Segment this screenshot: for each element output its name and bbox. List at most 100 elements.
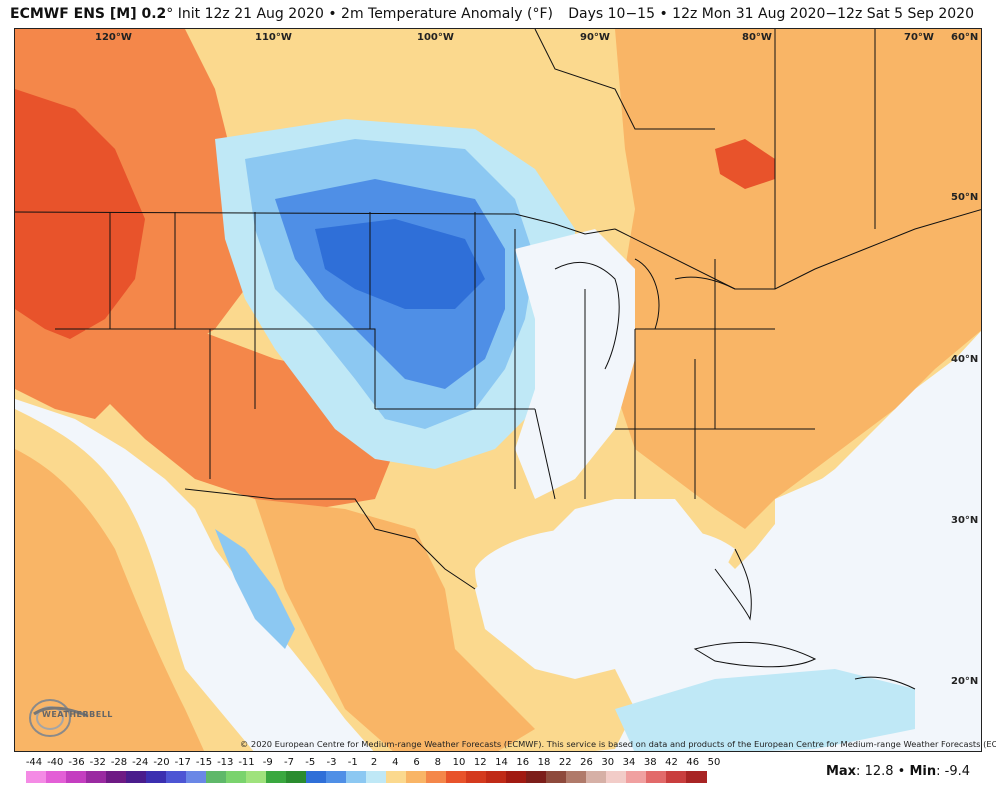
lon-label-100w: 100°W <box>417 32 454 43</box>
legend-tick-label: 16 <box>516 757 530 768</box>
legend-tick-label: -32 <box>89 757 106 768</box>
lon-label-120w: 120°W <box>95 32 132 43</box>
lon-label-90w: 90°W <box>580 32 610 43</box>
legend-swatch <box>386 771 407 783</box>
legend-swatch <box>286 771 307 783</box>
anomaly-map: 120°W 110°W 100°W 90°W 80°W 70°W 60°N 50… <box>14 28 982 752</box>
legend-swatch <box>46 771 67 783</box>
lon-label-110w: 110°W <box>255 32 292 43</box>
legend-swatch <box>246 771 267 783</box>
florida <box>714 548 752 621</box>
legend-swatch <box>326 771 347 783</box>
legend-swatch <box>606 771 627 783</box>
legend-swatch <box>526 771 547 783</box>
baja-coast-cool <box>215 529 295 649</box>
legend-tick-label: -13 <box>217 757 234 768</box>
lat-label-40n: 40°N <box>951 354 979 365</box>
lat-label-60n: 60°N <box>951 32 979 43</box>
mexico-warm <box>255 499 535 751</box>
legend-tick-label: 42 <box>665 757 678 768</box>
legend-tick-label: -15 <box>195 757 213 768</box>
legend-tick-label: -5 <box>305 757 316 768</box>
legend-tick-label: 18 <box>537 757 551 768</box>
legend-swatch <box>266 771 287 783</box>
us-canada-border-east <box>614 209 981 290</box>
min-label: Min <box>909 764 937 779</box>
init-and-field: Init 12z 21 Aug 2020 • 2m Temperature An… <box>173 6 553 22</box>
us-mexico-border <box>184 488 476 590</box>
color-legend: -44 -40 -36 -32 -28 -24 -20 -17 -15 -13 -11 -9 -7 -5-… <box>26 757 720 787</box>
legend-swatch <box>546 771 567 783</box>
legend-swatch <box>186 771 207 783</box>
legend-swatch <box>366 771 387 783</box>
quebec-hot-spot <box>715 139 775 189</box>
valid-period: Days 10−15 • 12z Mon 31 Aug 2020−12z Sat… <box>568 6 974 22</box>
us-canada-border <box>15 211 616 235</box>
legend-swatch <box>166 771 187 783</box>
midwest-neutral <box>515 229 635 499</box>
legend-swatch <box>466 771 487 783</box>
logo-wordmark: WEATHERBELL <box>42 710 113 719</box>
legend-swatch <box>106 771 127 783</box>
legend-swatch <box>66 771 87 783</box>
legend-swatch <box>126 771 147 783</box>
lon-label-70w: 70°W <box>904 32 934 43</box>
cuba <box>693 641 817 668</box>
legend-swatch <box>646 771 667 783</box>
legend-tick-label: 12 <box>473 757 487 768</box>
legend-tick-label: 46 <box>686 757 700 768</box>
min-value: -9.4 <box>944 764 970 779</box>
legend-tick-label: 8 <box>434 757 441 768</box>
legend-tick-label: 10 <box>452 757 466 768</box>
legend-tick-label: -11 <box>238 757 255 768</box>
legend-swatch <box>666 771 687 783</box>
legend-tick-label: -44 <box>25 757 43 768</box>
canadian-provinces <box>534 29 715 130</box>
legend-swatch <box>446 771 467 783</box>
legend-tick-label: 50 <box>707 757 721 768</box>
map-canvas <box>15 29 981 751</box>
legend-swatch <box>26 771 47 783</box>
max-min-stats: Max: 12.8 • Min: -9.4 <box>825 764 970 779</box>
legend-swatch <box>586 771 607 783</box>
legend-swatch <box>426 771 447 783</box>
legend-tick-label: -40 <box>47 757 64 768</box>
legend-swatch <box>686 771 707 783</box>
legend-tick-label: 14 <box>495 757 508 768</box>
legend-tick-label: 4 <box>392 757 399 768</box>
model-name: ECMWF ENS [M] 0.2 <box>10 6 167 22</box>
legend-tick-label: -28 <box>110 757 128 768</box>
legend-tick-label: 26 <box>580 757 593 768</box>
atlantic <box>655 409 981 751</box>
max-value: 12.8 <box>864 764 894 779</box>
gulf-of-mexico <box>475 527 735 660</box>
legend-swatch <box>626 771 647 783</box>
legend-tick-label: 22 <box>558 757 572 768</box>
legend-tick-label: -20 <box>153 757 170 768</box>
legend-tick-label: 2 <box>370 757 378 768</box>
lat-label-20n: 20°N <box>951 676 979 687</box>
eastern-states <box>514 229 815 500</box>
max-label: Max <box>825 764 857 779</box>
legend-tick-label: -3 <box>326 757 337 768</box>
legend-tick-label: -7 <box>284 757 294 768</box>
legend-swatch <box>146 771 167 783</box>
legend-swatch <box>406 771 427 783</box>
legend-tick-label: -17 <box>174 757 191 768</box>
lat-label-50n: 50°N <box>951 192 979 203</box>
legend-tick-label: -9 <box>262 757 273 768</box>
hispaniola <box>854 676 916 690</box>
lon-label-80w: 80°W <box>742 32 772 43</box>
legend-tick-label: -36 <box>68 757 85 768</box>
degree-symbol: ° <box>166 6 174 22</box>
header: ECMWF ENS [M] 0.2° Init 12z 21 Aug 2020 … <box>0 0 996 28</box>
legend-swatch <box>346 771 367 783</box>
legend-swatch <box>486 771 507 783</box>
caribbean-cool <box>615 669 915 751</box>
legend-tick-label: 6 <box>413 757 420 768</box>
canadian-provinces-east <box>774 29 876 289</box>
political-boundaries <box>15 29 981 690</box>
legend-swatch <box>206 771 227 783</box>
weatherbell-logo <box>29 699 89 737</box>
legend-tick-label: -1 <box>347 757 358 768</box>
